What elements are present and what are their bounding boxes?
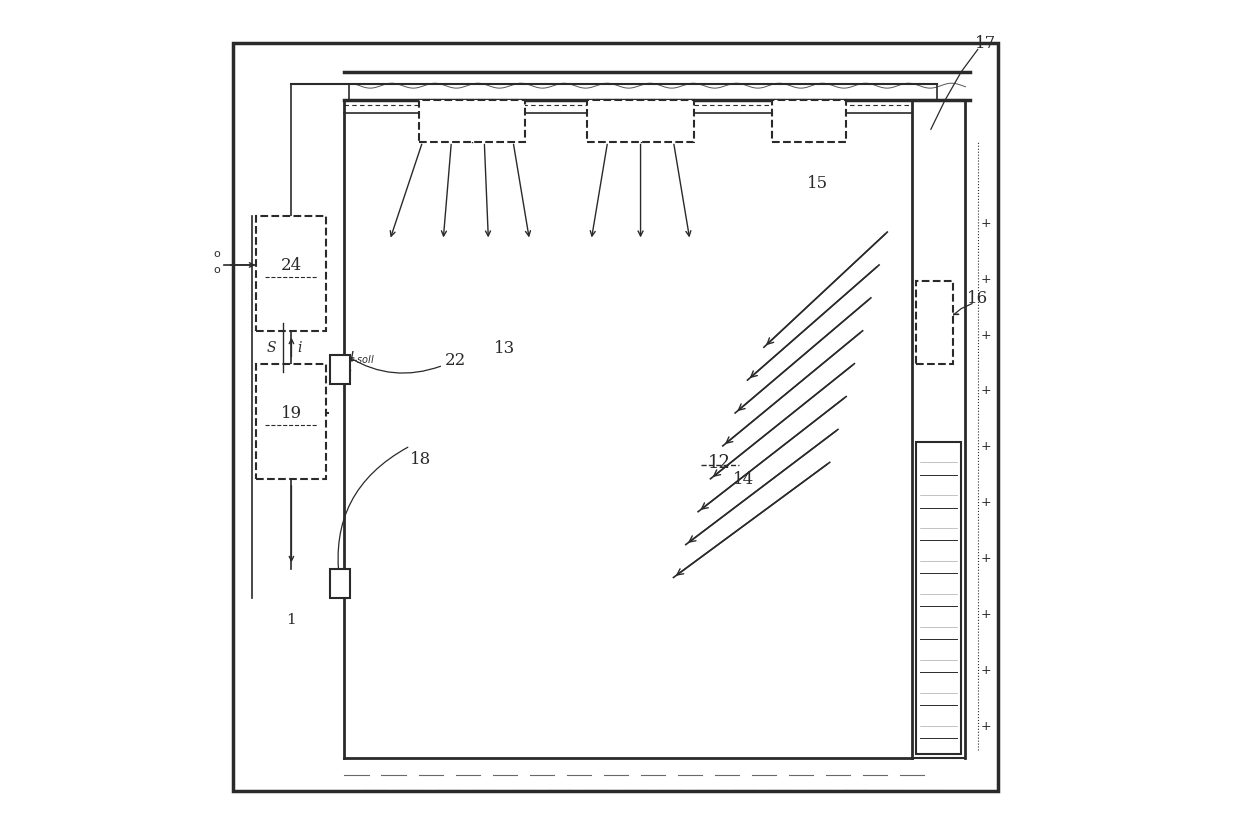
Text: 15: 15 [807,175,828,192]
Text: $L_{soll}$: $L_{soll}$ [348,350,374,366]
Bar [257,364,326,479]
Bar [916,442,961,754]
Bar [330,570,350,598]
Text: 22: 22 [445,351,466,369]
Text: +: + [981,272,991,285]
Text: 18: 18 [410,450,432,467]
Bar [419,102,526,142]
Bar [330,356,350,385]
Text: S: S [267,341,275,355]
Text: 19: 19 [281,405,303,422]
Text: 12: 12 [707,454,730,471]
Text: +: + [981,552,991,565]
Text: +: + [981,719,991,732]
Text: 17: 17 [976,36,997,52]
Bar [773,102,846,142]
Text: 24: 24 [280,257,303,274]
Text: +: + [981,495,991,509]
Text: i: i [298,341,301,355]
Text: 1: 1 [286,612,296,626]
Bar [587,102,694,142]
Text: o: o [213,248,221,258]
Text: 16: 16 [967,290,988,307]
Text: +: + [981,608,991,620]
Text: +: + [981,328,991,341]
Text: o: o [213,265,221,275]
Text: +: + [981,384,991,397]
Text: 14: 14 [733,471,754,488]
Text: +: + [981,217,991,229]
Text: 13: 13 [495,339,516,356]
Text: +: + [981,663,991,676]
Bar [916,282,954,364]
Text: +: + [981,440,991,453]
Bar [257,217,326,332]
